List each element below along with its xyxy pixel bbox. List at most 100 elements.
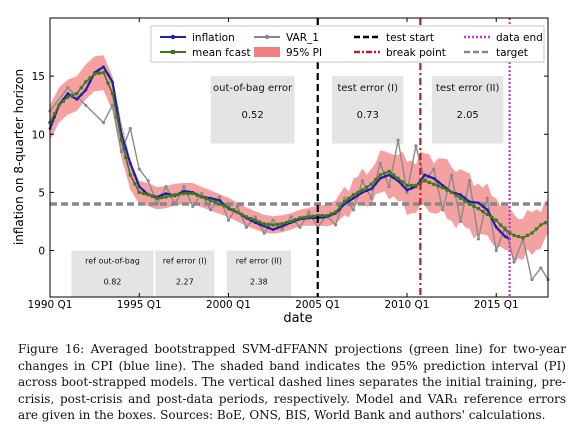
var1-point bbox=[119, 150, 123, 154]
mean-fcast-point bbox=[244, 215, 248, 219]
axes bbox=[49, 17, 549, 298]
var1-point bbox=[369, 196, 373, 200]
mean-fcast-point bbox=[164, 195, 168, 199]
mean-fcast-point bbox=[226, 205, 231, 210]
inflation-point bbox=[111, 80, 114, 84]
error-box bbox=[332, 76, 404, 144]
mean-fcast-point bbox=[191, 191, 195, 196]
inflation-point bbox=[356, 193, 360, 197]
inflation-point bbox=[476, 201, 480, 205]
tick-labels: 1990 Q1 1995 Q1 2000 Q1 2005 Q1 2010 Q1 2015 … bbox=[27, 18, 548, 311]
mean-fcast-point bbox=[333, 210, 338, 214]
legend-item: break point bbox=[354, 47, 446, 59]
var1-point bbox=[458, 219, 463, 224]
mean-fcast-point bbox=[342, 200, 347, 204]
mean-fcast-point bbox=[400, 180, 405, 184]
var1-line bbox=[49, 87, 549, 281]
mean-fcast-point bbox=[275, 222, 280, 226]
var1-point bbox=[253, 215, 257, 219]
mean-fcast-point bbox=[75, 91, 79, 96]
var1-point bbox=[110, 103, 115, 107]
inflation-point bbox=[441, 184, 445, 187]
var1-point bbox=[235, 204, 240, 208]
inflation-point bbox=[468, 200, 471, 204]
var1-point bbox=[244, 225, 248, 229]
inflation-point bbox=[262, 224, 266, 228]
mean-fcast-point bbox=[52, 112, 57, 116]
mean-fcast-point bbox=[231, 208, 235, 212]
mean-fcast-point bbox=[414, 183, 418, 187]
mean-fcast-point bbox=[142, 191, 146, 196]
error-box-label: test error (II) bbox=[436, 83, 500, 94]
mean-fcast-point bbox=[454, 193, 458, 197]
inflation-point bbox=[75, 97, 79, 101]
var1-point bbox=[539, 266, 543, 270]
inflation-point bbox=[218, 199, 221, 202]
mean-fcast-point bbox=[543, 221, 547, 225]
var1-point bbox=[217, 195, 222, 199]
inflation-point bbox=[427, 175, 431, 179]
mean-fcast-point bbox=[432, 182, 436, 186]
legend-label: inflation bbox=[192, 32, 235, 44]
mean-fcast-point bbox=[222, 204, 226, 208]
mean-fcast-point bbox=[539, 223, 543, 227]
inflation-point bbox=[374, 182, 378, 186]
error-box bbox=[226, 250, 291, 297]
var1-point bbox=[146, 179, 150, 183]
inflation-point bbox=[164, 192, 168, 195]
vertical-markers bbox=[316, 18, 511, 297]
mean-fcast-point bbox=[173, 193, 177, 197]
mean-fcast-point bbox=[351, 193, 356, 197]
mean-fcast-point bbox=[329, 212, 333, 216]
var1-point bbox=[414, 144, 418, 148]
inflation-point bbox=[253, 221, 257, 225]
mean-fcast-point bbox=[267, 222, 271, 226]
inflation-point bbox=[106, 72, 110, 76]
series-lines bbox=[48, 65, 550, 282]
mean-fcast-point bbox=[97, 71, 101, 75]
mean-fcast-point bbox=[115, 115, 119, 119]
inflation-point bbox=[499, 230, 503, 234]
mean-fcast-point bbox=[383, 171, 387, 175]
inflation-point bbox=[137, 185, 141, 188]
inflation-point bbox=[383, 175, 387, 179]
mean-fcast-point bbox=[481, 209, 485, 214]
error-box-value: 0.52 bbox=[241, 110, 263, 121]
var1-point bbox=[450, 173, 454, 177]
var1-point bbox=[485, 196, 489, 200]
inflation-point bbox=[463, 196, 467, 200]
var1-point bbox=[333, 223, 338, 227]
legend-marker bbox=[171, 50, 175, 54]
mean-fcast-point bbox=[119, 138, 123, 142]
var1-point bbox=[271, 218, 275, 222]
var1-point bbox=[191, 204, 195, 208]
var1-point bbox=[387, 184, 391, 189]
mean-fcast-point bbox=[204, 197, 208, 201]
error-box bbox=[431, 76, 504, 144]
var1-point bbox=[280, 227, 284, 232]
var1-point bbox=[209, 208, 213, 212]
mean-fcast-point bbox=[61, 99, 65, 103]
inflation-point bbox=[392, 176, 396, 180]
error-box-value: 2.27 bbox=[176, 278, 194, 287]
var1-point bbox=[155, 202, 159, 206]
mean-fcast-point bbox=[503, 227, 507, 232]
mean-fcast-point bbox=[356, 190, 360, 194]
legend-marker bbox=[264, 34, 270, 40]
inflation-point bbox=[485, 208, 489, 212]
mean-fcast-point bbox=[88, 76, 92, 80]
inflation-point bbox=[115, 106, 119, 110]
mean-fcast-point bbox=[213, 200, 217, 204]
mean-fcast-point bbox=[146, 193, 150, 197]
inflation-point bbox=[102, 65, 105, 69]
mean-fcast-point bbox=[209, 198, 213, 203]
inflation-point bbox=[481, 204, 485, 208]
legend: inflation VAR_1 test start data end mean fca… bbox=[150, 25, 545, 63]
mean-fcast-point bbox=[151, 194, 155, 199]
mean-fcast-point bbox=[311, 214, 315, 218]
x-tick-label: 1990 Q1 bbox=[27, 299, 72, 311]
inflation-point bbox=[472, 200, 476, 204]
error-box-label: out-of-bag error bbox=[213, 83, 293, 94]
mean-fcast-point bbox=[387, 169, 391, 174]
mean-fcast-point bbox=[182, 191, 186, 196]
